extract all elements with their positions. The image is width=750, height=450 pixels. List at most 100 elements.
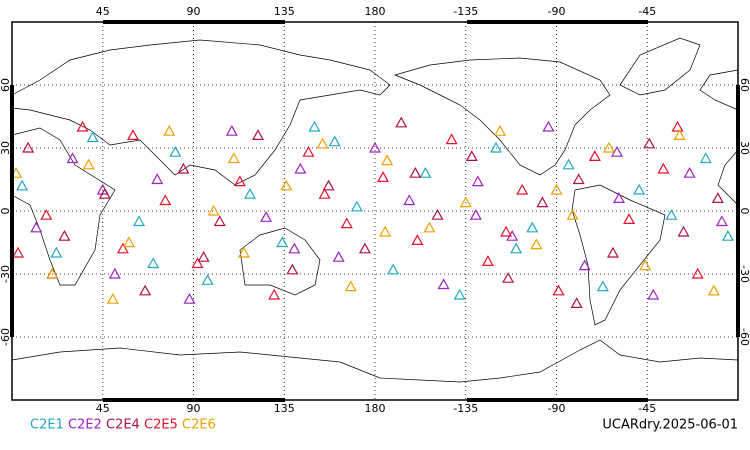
y-tick-label: 0 [0, 208, 12, 215]
coastlines [11, 37, 739, 383]
observation [707, 284, 720, 296]
observation [268, 288, 281, 300]
observation [50, 246, 63, 258]
x-tick-label: 135 [274, 402, 295, 415]
observation [86, 131, 99, 143]
observation [699, 152, 712, 164]
observation [588, 150, 601, 161]
observation [169, 145, 182, 157]
observation [494, 124, 507, 136]
observation [159, 194, 172, 206]
observation [66, 152, 79, 164]
observation [445, 133, 458, 145]
observation [411, 234, 424, 245]
observation [116, 242, 129, 254]
observation [368, 141, 382, 153]
observation [286, 263, 299, 275]
observation [570, 297, 583, 308]
x-tick-label: -45 [638, 402, 656, 415]
observation [665, 208, 678, 220]
observation [350, 200, 363, 212]
observation [453, 288, 466, 300]
observation [22, 141, 35, 153]
observation [318, 187, 331, 199]
x-tick-label: -135 [453, 5, 478, 18]
x-tick-label: 90 [187, 5, 201, 18]
y-tick-label: -60 [738, 328, 750, 346]
observation [183, 292, 196, 304]
observation [302, 145, 315, 157]
observation [526, 221, 539, 233]
observation [106, 292, 119, 304]
y-tick-label: 60 [738, 78, 750, 92]
observation [316, 137, 329, 149]
observation [691, 267, 704, 279]
observation [469, 208, 482, 220]
observation [395, 116, 408, 128]
observation [562, 158, 575, 170]
observation [322, 179, 335, 191]
observation [98, 187, 111, 199]
south-america [571, 184, 666, 326]
x-tick-label: 90 [187, 402, 201, 415]
observation [40, 208, 53, 220]
x-tick-label: -45 [638, 5, 656, 18]
observation [671, 120, 684, 132]
x-tick-label: 180 [365, 5, 386, 18]
observation [133, 215, 146, 227]
observation [387, 263, 400, 275]
observation [30, 221, 43, 233]
observation [643, 137, 656, 149]
observation [657, 162, 670, 174]
north-america [393, 57, 611, 176]
observation [201, 274, 214, 285]
observation [237, 246, 250, 258]
observation [471, 175, 484, 187]
observation [502, 271, 515, 283]
observation [572, 173, 585, 185]
y-tick-label: -30 [0, 265, 12, 283]
observation [358, 242, 371, 254]
observation [437, 278, 450, 290]
observation [191, 257, 204, 269]
observation [276, 236, 289, 248]
frame-bands [10, 20, 740, 402]
x-tick-label: -90 [548, 5, 566, 18]
y-tick-label: -30 [738, 265, 750, 283]
greenland [619, 37, 701, 96]
observation [423, 221, 436, 233]
observation [721, 229, 734, 241]
x-tick-label: 180 [365, 402, 386, 415]
legend-entry: C2E1 [30, 418, 64, 433]
y-tick-label: -60 [0, 328, 12, 346]
observation [403, 194, 416, 206]
legend-entry: C2E4 [106, 418, 140, 433]
observation [459, 196, 472, 208]
observation [566, 208, 579, 220]
observation [612, 192, 626, 203]
observation [12, 246, 25, 258]
observation [227, 152, 240, 164]
australia [239, 227, 321, 296]
observation [633, 183, 646, 195]
legend-entry: C2E6 [182, 418, 216, 433]
observation [177, 162, 190, 174]
observation [500, 225, 513, 237]
observation [344, 280, 357, 292]
observation [536, 196, 549, 208]
observation [381, 154, 394, 166]
observations [10, 116, 734, 308]
observation [465, 150, 478, 161]
observation [147, 257, 160, 269]
observation [647, 288, 660, 300]
observation [673, 129, 686, 140]
observation [578, 259, 591, 271]
observation [294, 162, 307, 174]
observation [163, 124, 176, 136]
observation [606, 246, 619, 258]
observation [596, 280, 609, 292]
observation [542, 120, 555, 132]
africa-west [717, 149, 739, 206]
x-tick-label: -90 [548, 402, 566, 415]
